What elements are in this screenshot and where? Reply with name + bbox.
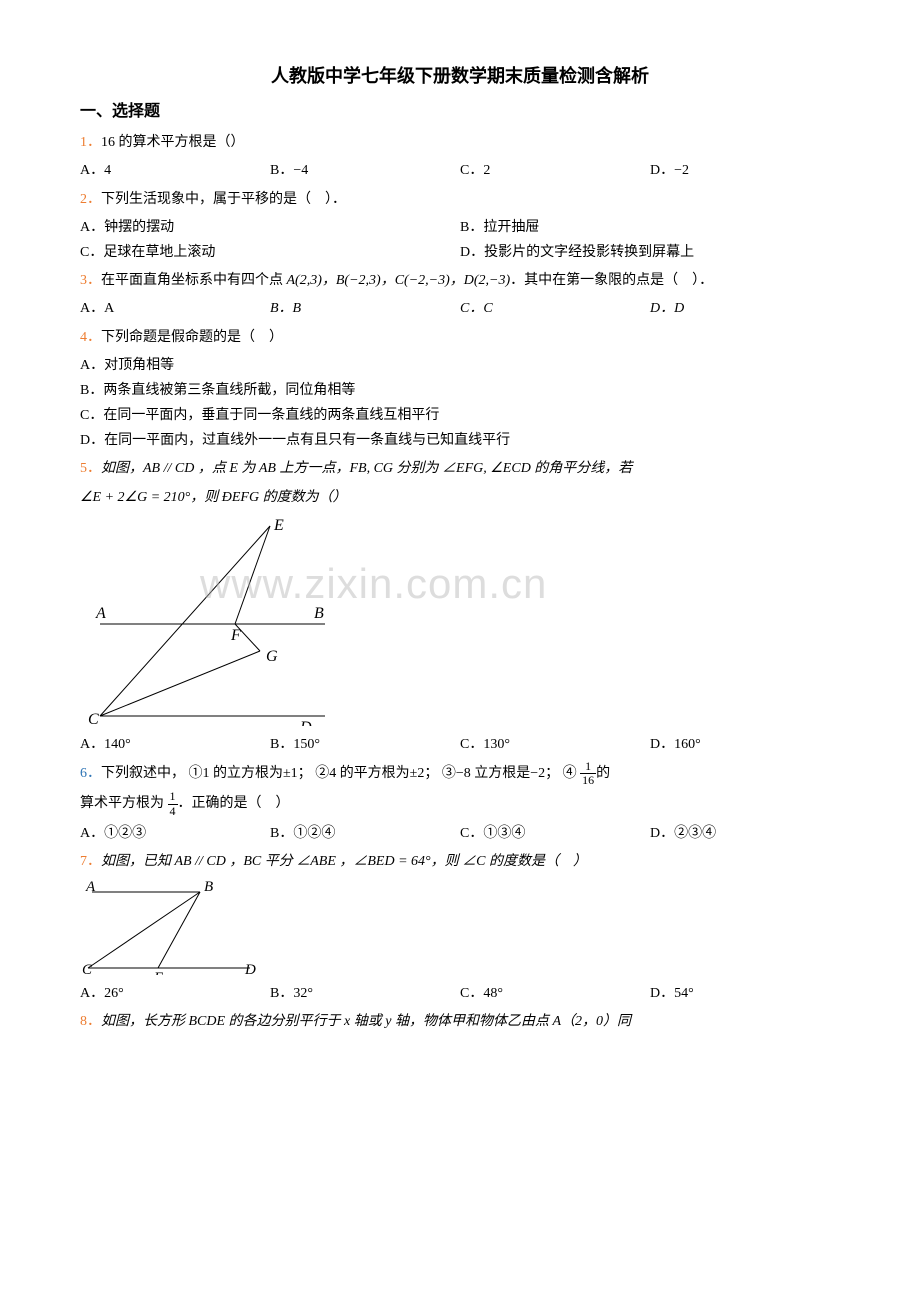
q6-C: C．①③④ [460, 821, 650, 846]
q6-s2: ② [315, 766, 329, 781]
q6-A: A．①②③ [80, 821, 270, 846]
q1-text: 16 的算术平方根是（） [101, 135, 245, 150]
svg-text:F: F [230, 627, 241, 644]
q2-A: A．钟摆的摆动 [80, 215, 460, 240]
question-1: 1．16 的算术平方根是（） [80, 130, 840, 155]
q6-choices: A．①②③ B．①②④ C．①③④ D．②③④ [80, 821, 840, 846]
q7-C: C．48° [460, 981, 650, 1006]
q7-A: A．26° [80, 981, 270, 1006]
q3-pts: A(2,3)，B(−2,3)，C(−2,−3)，D(2,−3) [283, 273, 510, 288]
q1-B: B．−4 [270, 158, 460, 183]
q2-D: D．投影片的文字经投影转换到屏幕上 [460, 240, 840, 265]
q6-t4post: 的 [596, 766, 610, 781]
question-2: 2．下列生活现象中，属于平移的是（ ）． [80, 187, 840, 212]
q3-C: C．C [460, 296, 650, 321]
q3-choices: A．A B．B C．C D．D [80, 296, 840, 321]
q4-text: 下列命题是假命题的是（ ） [101, 330, 283, 345]
q4-C: C．在同一平面内，垂直于同一条直线的两条直线互相平行 [80, 403, 840, 428]
q6-B: B．①②④ [270, 821, 460, 846]
q6-frac1: 116 [580, 760, 596, 787]
q5-choices: A．140° B．150° C．130° D．160° [80, 732, 840, 757]
q2-B: B．拉开抽屉 [460, 215, 840, 240]
question-3: 3．在平面直角坐标系中有四个点 A(2,3)，B(−2,3)，C(−2,−3)，… [80, 268, 840, 293]
svg-text:D: D [244, 962, 256, 975]
q7-B: B．32° [270, 981, 460, 1006]
q7-D: D．54° [650, 981, 840, 1006]
q4-B: B．两条直线被第三条直线所截，同位角相等 [80, 378, 840, 403]
q5-D: D．160° [650, 732, 840, 757]
svg-text:G: G [266, 648, 278, 665]
q3-num: 3． [80, 273, 101, 288]
q3-text2: ．其中在第一象限的点是（ ）． [510, 273, 713, 288]
q6-line2a: 算术平方根为 [80, 796, 164, 811]
section-heading: 一、选择题 [80, 98, 840, 127]
svg-text:A: A [95, 605, 106, 622]
svg-text:C: C [82, 962, 93, 975]
q2-C: C．足球在草地上滚动 [80, 240, 460, 265]
q2-choices-row1: A．钟摆的摆动 B．拉开抽屉 [80, 215, 840, 240]
q1-A: A．4 [80, 158, 270, 183]
q6-line2b: ．正确的是（ ） [178, 796, 290, 811]
q6-num: 6． [80, 766, 101, 781]
q7-choices: A．26° B．32° C．48° D．54° [80, 981, 840, 1006]
q3-text1: 在平面直角坐标系中有四个点 [101, 273, 283, 288]
svg-text:B: B [314, 605, 324, 622]
q2-choices-row2: C．足球在草地上滚动 D．投影片的文字经投影转换到屏幕上 [80, 240, 840, 265]
q6-line2: 算术平方根为 14．正确的是（ ） [80, 790, 840, 817]
svg-text:E: E [273, 517, 284, 534]
q4-num: 4． [80, 330, 101, 345]
question-8: 8．如图，长方形 BCDE 的各边分别平行于 x 轴或 y 轴，物体甲和物体乙由… [80, 1009, 840, 1034]
svg-text:E: E [153, 970, 163, 975]
q1-C: C．2 [460, 158, 650, 183]
q6-D: D．②③④ [650, 821, 840, 846]
page-title: 人教版中学七年级下册数学期末质量检测含解析 [80, 60, 840, 92]
q5-diagram-icon: E A F B G C D [80, 516, 340, 726]
q6-t2: 4 的平方根为±2； [329, 766, 438, 781]
q5-A: A．140° [80, 732, 270, 757]
q3-D: D．D [650, 296, 840, 321]
q7-figure: A B C E D [80, 880, 840, 975]
svg-text:A: A [85, 880, 96, 895]
q6-t1: 1 的立方根为±1； [203, 766, 312, 781]
q6-frac2: 14 [168, 790, 178, 817]
svg-text:C: C [88, 711, 99, 726]
q7-num: 7． [80, 854, 101, 869]
q1-choices: A．4 B．−4 C．2 D．−2 [80, 158, 840, 183]
question-7: 7．如图，已知 AB // CD ，BC 平分 ∠ABE ，∠BED = 64°… [80, 849, 840, 874]
q5-line1: 如图，AB // CD ，点 E 为 AB 上方一点，FB, CG 分别为 ∠E… [101, 461, 632, 476]
question-4: 4．下列命题是假命题的是（ ） [80, 325, 840, 350]
question-6: 6．下列叙述中， ①1 的立方根为±1； ②4 的平方根为±2； ③−8 立方根… [80, 760, 840, 787]
q5-figure: www.zixin.com.cn E A F B G C D [80, 516, 840, 726]
q6-line1a: 下列叙述中， [101, 766, 185, 781]
q2-num: 2． [80, 192, 101, 207]
q6-s4: ④ [563, 766, 577, 781]
question-5: 5．如图，AB // CD ，点 E 为 AB 上方一点，FB, CG 分别为 … [80, 456, 840, 481]
svg-text:B: B [204, 880, 213, 895]
q6-s1: ① [189, 766, 203, 781]
q1-num: 1． [80, 135, 101, 150]
q6-t3: −8 立方根是−2； [456, 766, 559, 781]
q5-num: 5． [80, 461, 101, 476]
svg-text:D: D [299, 719, 312, 726]
q3-B: B．B [270, 296, 460, 321]
q5-line2: ∠E + 2∠G = 210°，则 ÐEFG 的度数为（） [80, 485, 840, 510]
q4-D: D．在同一平面内，过直线外一一点有且只有一条直线与已知直线平行 [80, 428, 840, 453]
q6-s3: ③ [442, 766, 456, 781]
q7-text: 如图，已知 AB // CD ，BC 平分 ∠ABE ，∠BED = 64°，则… [101, 854, 587, 869]
q4-A: A．对顶角相等 [80, 353, 840, 378]
q8-text: 如图，长方形 BCDE 的各边分别平行于 x 轴或 y 轴，物体甲和物体乙由点 … [101, 1014, 631, 1029]
q8-num: 8． [80, 1014, 101, 1029]
q5-B: B．150° [270, 732, 460, 757]
q2-text: 下列生活现象中，属于平移的是（ ）． [101, 192, 346, 207]
q7-diagram-icon: A B C E D [80, 880, 260, 975]
q3-A: A．A [80, 296, 270, 321]
q5-C: C．130° [460, 732, 650, 757]
q1-D: D．−2 [650, 158, 840, 183]
